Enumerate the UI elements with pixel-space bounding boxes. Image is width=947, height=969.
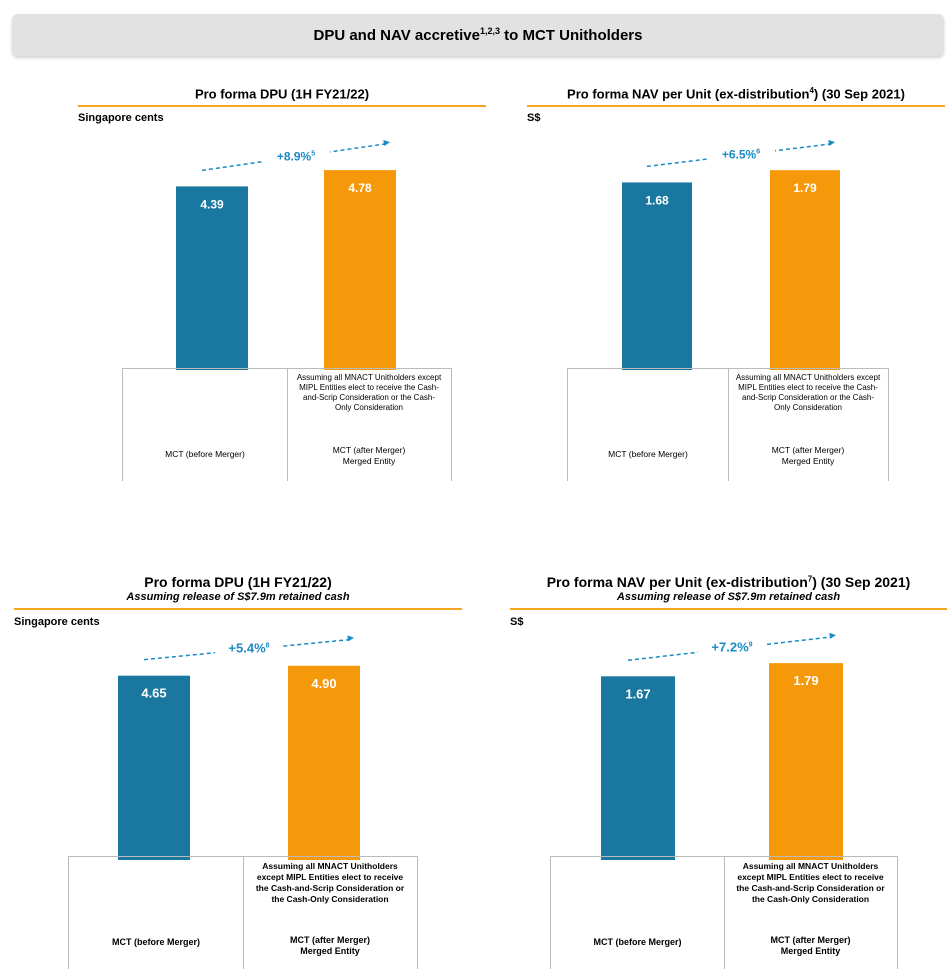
trend-arrow-head: [829, 632, 836, 639]
title-underline: [510, 608, 947, 610]
bar-chart: 4.39 4.78 +8.9%5: [176, 140, 396, 370]
change-label: +8.9%5: [277, 149, 315, 163]
change-footnote: 5: [311, 150, 315, 157]
bar-after: [770, 170, 840, 370]
change-label: +6.5%6: [722, 147, 760, 161]
category-label-after: MCT (after Merger) Merged Entity: [770, 935, 851, 956]
category-label-before: MCT (before Merger): [593, 937, 682, 947]
category-box: MCT (before Merger) Assuming all MNACT U…: [122, 368, 452, 481]
change-label-bg: [262, 146, 330, 163]
value-label: 4.65: [141, 686, 166, 701]
change-label-bg: [707, 144, 775, 161]
chart-area: 4.39 4.78 +8.9%5: [78, 140, 486, 370]
bar-chart: 1.68 1.79 +6.5%6: [622, 139, 840, 370]
change-label-bg: [698, 637, 766, 654]
panel-nav-top: Pro forma NAV per Unit (ex-distribution4…: [527, 80, 945, 481]
change-footnote: 8: [266, 643, 270, 650]
category-label-before: MCT (before Merger): [165, 449, 245, 459]
category-label-before: MCT (before Merger): [608, 449, 688, 459]
trend-arrow-head: [828, 139, 835, 146]
category-label-after: MCT (after Merger) Merged Entity: [332, 445, 406, 466]
value-label: 1.79: [793, 181, 817, 195]
bar-chart: 4.65 4.90 +5.4%8: [118, 635, 360, 860]
category-box: MCT (before Merger) Assuming all MNACT U…: [68, 856, 418, 969]
bar-after: [324, 170, 396, 370]
chart-title: Pro forma NAV per Unit (ex-distribution7…: [546, 574, 911, 590]
category-box: MCT (before Merger) Assuming all MNACT U…: [567, 368, 889, 481]
title-underline: [527, 105, 945, 107]
trend-arrow-head: [347, 635, 354, 642]
value-label: 1.79: [793, 673, 818, 688]
chart-title: Pro forma DPU (1H FY21/22): [194, 86, 370, 102]
change-label: +7.2%9: [711, 640, 752, 655]
panel-dpu-bottom: Pro forma DPU (1H FY21/22) Assuming rele…: [14, 568, 462, 969]
value-label: 4.90: [311, 676, 336, 691]
bar-before: [601, 676, 675, 860]
assumption-note: Assuming all MNACT Unitholders except MI…: [736, 861, 885, 904]
unit-label: Singapore cents: [14, 616, 100, 628]
bar-after: [288, 665, 360, 860]
chart-title: Pro forma DPU (1H FY21/22): [144, 574, 332, 590]
unit-label: S$: [510, 616, 524, 628]
category-box: MCT (before Merger) Assuming all MNACT U…: [550, 856, 898, 969]
assumption-note: Assuming all MNACT Unitholders except MI…: [296, 373, 442, 412]
chart-area: 1.67 1.79 +7.2%9: [510, 632, 947, 860]
chart-subtitle: Assuming release of S$7.9m retained cash: [126, 591, 350, 603]
category-label-after: MCT (after Merger) Merged Entity: [289, 935, 370, 956]
value-label: 4.39: [200, 197, 224, 211]
assumption-note: Assuming all MNACT Unitholders except MI…: [255, 861, 405, 904]
bar-chart: 1.67 1.79 +7.2%9: [601, 632, 843, 860]
category-label-after: MCT (after Merger) Merged Entity: [771, 445, 845, 466]
change-footnote: 9: [749, 642, 753, 649]
unit-label: Singapore cents: [78, 112, 164, 124]
banner-title: DPU and NAV accretive1,2,3 to MCT Unitho…: [313, 26, 643, 44]
value-label: 1.67: [625, 686, 650, 701]
bar-before: [622, 182, 692, 370]
chart-area: 4.65 4.90 +5.4%8: [14, 635, 462, 860]
change-label: +5.4%8: [228, 641, 269, 656]
panel-nav-bottom: Pro forma NAV per Unit (ex-distribution7…: [510, 568, 947, 969]
value-label: 4.78: [348, 181, 372, 195]
chart-area: 1.68 1.79 +6.5%6: [527, 139, 945, 370]
bar-before: [176, 186, 248, 370]
category-label-before: MCT (before Merger): [111, 937, 200, 947]
change-label-bg: [215, 638, 283, 655]
header-banner: DPU and NAV accretive1,2,3 to MCT Unitho…: [12, 14, 944, 56]
panel-dpu-top: Pro forma DPU (1H FY21/22) Singapore cen…: [78, 80, 486, 481]
title-underline: [78, 105, 486, 107]
trend-arrow-line: [143, 639, 349, 661]
title-underline: [14, 608, 462, 610]
unit-label: S$: [527, 112, 541, 124]
value-label: 1.68: [645, 193, 669, 207]
chart-subtitle: Assuming release of S$7.9m retained cash: [616, 591, 841, 603]
bar-before: [118, 675, 190, 860]
chart-title: Pro forma NAV per Unit (ex-distribution4…: [567, 86, 905, 102]
bar-after: [769, 663, 843, 860]
assumption-note: Assuming all MNACT Unitholders except MI…: [735, 373, 881, 412]
trend-arrow-head: [383, 140, 390, 147]
change-footnote: 6: [756, 148, 760, 155]
